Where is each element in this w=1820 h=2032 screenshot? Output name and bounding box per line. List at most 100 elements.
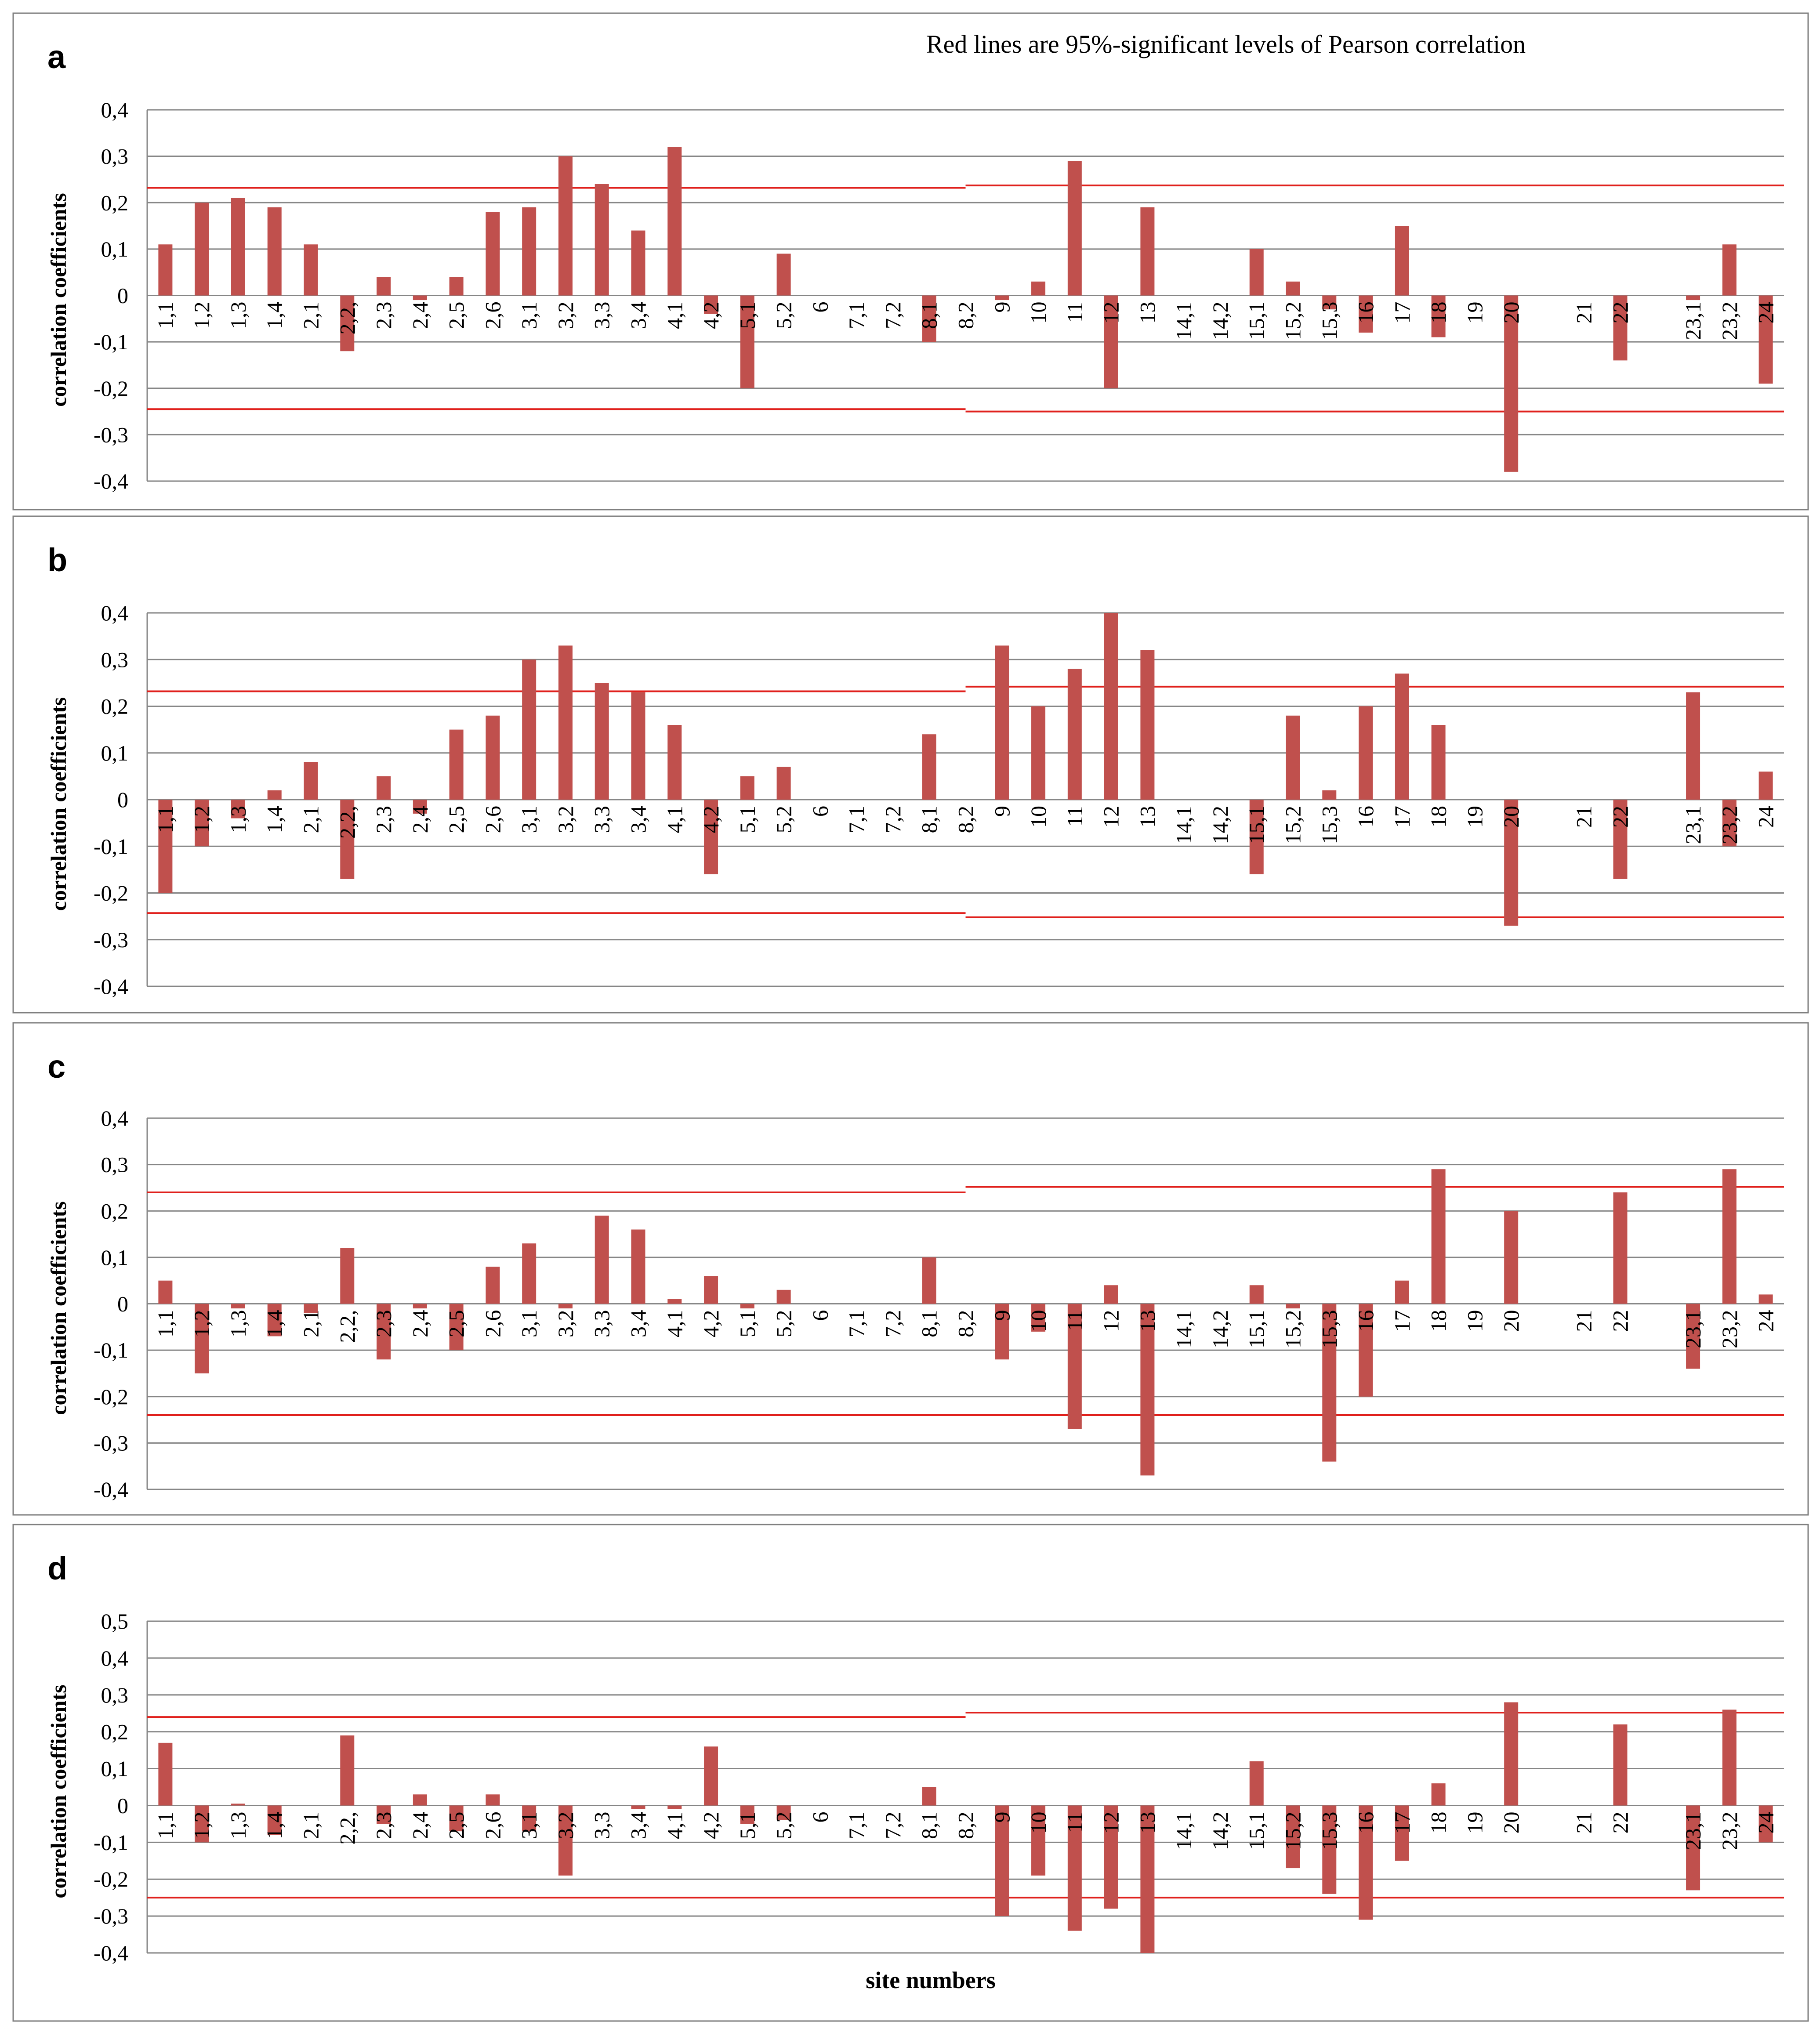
x-tick-label: 20 [1499, 302, 1523, 324]
bar-24 [1758, 295, 1773, 384]
x-tick-label: 24 [1754, 1310, 1778, 1332]
bar-10 [1031, 706, 1046, 800]
x-tick-label: 5,1 [735, 806, 760, 833]
y-tick-label: -0,2 [94, 881, 128, 906]
x-tick-label: 2,2, [335, 302, 359, 335]
bar-3,1 [522, 1805, 537, 1832]
x-tick-label: 10 [1026, 1310, 1051, 1332]
y-tick-label: -0,2 [94, 376, 128, 401]
bar-22 [1613, 295, 1628, 361]
x-tick-label: 24 [1754, 302, 1778, 324]
x-tick-label: 4,1 [662, 302, 687, 330]
x-tick-label: 2,1 [299, 1310, 323, 1338]
x-tick-label: 8,2 [954, 302, 978, 330]
bar-4,2 [704, 1276, 718, 1304]
bar-10 [1031, 1304, 1046, 1332]
bar-17 [1395, 674, 1409, 800]
bar-3,1 [522, 207, 537, 296]
x-tick-label: 3,1 [517, 1310, 541, 1338]
bar-24 [1758, 1805, 1773, 1843]
bar-2,1 [304, 762, 318, 800]
x-tick-label: 2,6 [480, 1310, 505, 1338]
x-tick-label: 2,6 [480, 1811, 505, 1839]
y-tick-label: 0,4 [101, 601, 129, 625]
y-tick-label: 0 [117, 1292, 128, 1316]
bar-17 [1395, 1280, 1409, 1304]
x-tick-label: 2,2, [335, 1811, 359, 1844]
bar-2,3 [377, 1304, 391, 1360]
x-tick-label: 19 [1462, 1310, 1487, 1332]
y-tick-label: -0,2 [94, 1384, 128, 1409]
bar-23,2 [1722, 1710, 1737, 1806]
x-tick-label: 7,2 [881, 302, 905, 330]
bar-23,1 [1686, 692, 1700, 800]
bar-10 [1031, 1805, 1046, 1876]
bar-1,1 [158, 1280, 173, 1304]
bar-18 [1431, 1783, 1446, 1806]
bar-15,1 [1249, 800, 1264, 874]
panel-b: b 0,4 0,3 0,2 0,1 0 -0,1 -0,2 -0,3 -0,4 correlatio… [12, 515, 1809, 1014]
bar-1,3 [231, 800, 245, 819]
x-tick-label: 13 [1135, 806, 1160, 828]
x-tick-label: 19 [1462, 806, 1487, 828]
x-tick-label: 9 [990, 1811, 1014, 1822]
x-tick-label: 10 [1026, 302, 1051, 324]
y-tick-label: -0,4 [94, 1941, 128, 1965]
y-tick-label: 0,2 [101, 694, 129, 719]
x-tick-label: 2,3 [371, 302, 396, 330]
bar-11 [1067, 1304, 1082, 1429]
y-tick-label: 0,3 [101, 1683, 129, 1707]
x-tick-label: 3,1 [517, 1811, 541, 1839]
bar-16 [1359, 295, 1373, 333]
x-tick-label: 2,2, [335, 1310, 359, 1343]
bar-1,2 [195, 800, 209, 847]
bar-18 [1431, 725, 1446, 800]
x-tick-label: 22 [1608, 806, 1633, 828]
x-tick-label: 3,3 [590, 302, 614, 330]
y-tick-label: -0,3 [94, 1431, 128, 1455]
x-tick-label: 2,6 [480, 302, 505, 330]
bar-3,4 [631, 1229, 645, 1304]
bar-13 [1140, 1805, 1155, 1953]
bar-1,2 [195, 203, 209, 296]
x-tick-label: 7,2 [881, 1310, 905, 1338]
bar-1,4 [267, 790, 282, 800]
bar-1,2 [195, 1805, 209, 1843]
bar-2,4 [413, 295, 427, 301]
x-tick-label: 5,2 [772, 1310, 796, 1338]
bar-16 [1359, 1805, 1373, 1920]
y-tick-label: 0,2 [101, 1720, 129, 1744]
bar-8,1 [922, 295, 936, 342]
x-tick-label: 1,2 [189, 302, 214, 330]
x-tick-label: 23,1 [1681, 302, 1705, 340]
bar-12 [1104, 1285, 1118, 1304]
x-tick-label: 8,1 [917, 806, 942, 833]
bar-13 [1140, 1304, 1155, 1476]
bar-23,2 [1722, 800, 1737, 847]
x-tick-label: 15,1 [1244, 1310, 1269, 1349]
x-tick-label: 11 [1062, 302, 1087, 323]
x-tick-label: 22 [1608, 302, 1633, 324]
x-tick-label: 4,2 [699, 806, 723, 833]
x-tick-label: 5,1 [735, 1811, 760, 1839]
x-tick-label: 12 [1099, 302, 1124, 324]
bar-24 [1758, 772, 1773, 800]
x-tick-label: 3,3 [590, 1310, 614, 1338]
x-tick-label: 21 [1572, 302, 1596, 324]
y-axis-label: correlation coefficients [46, 193, 71, 406]
x-tick-label: 4,1 [662, 1310, 687, 1338]
x-tick-label: 13 [1135, 302, 1160, 324]
bar-2,4 [413, 800, 427, 814]
x-tick-label: 6 [808, 1811, 832, 1822]
bar-15,2 [1286, 1304, 1300, 1309]
x-tick-label: 23,1 [1681, 806, 1705, 844]
bar-3,1 [522, 659, 537, 800]
x-tick-label: 3,2 [553, 1811, 578, 1839]
x-tick-label: 5,2 [772, 1811, 796, 1839]
x-tick-label: 3,4 [626, 1310, 651, 1338]
x-tick-label: 3,4 [626, 302, 651, 330]
x-tick-label: 10 [1026, 806, 1051, 828]
x-tick-label: 6 [808, 1310, 832, 1321]
panel-letter: d [47, 1550, 67, 1586]
bar-3,1 [522, 1243, 537, 1304]
